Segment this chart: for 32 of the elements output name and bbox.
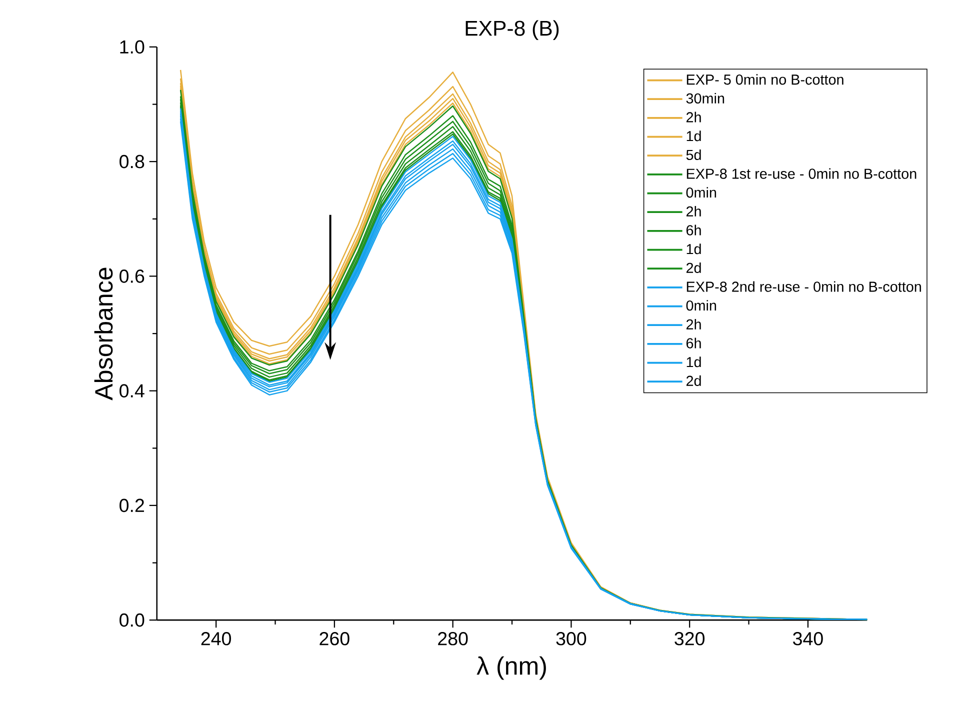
y-tick-label: 0.0 <box>120 613 144 627</box>
legend-label: 2h <box>686 206 701 216</box>
legend-label: 2d <box>686 262 701 273</box>
x-tick-label: 240 <box>201 632 231 646</box>
legend-label: 6h <box>686 224 701 236</box>
x-tick-label: 280 <box>438 632 468 646</box>
y-tick-label: 0.6 <box>120 270 144 283</box>
y-tick-label: 0.8 <box>120 154 144 168</box>
legend-label: EXP- 5 0min no B-cotton <box>686 74 844 85</box>
y-axis-title: Absorbance <box>94 268 113 400</box>
legend-label: 1d <box>686 244 701 254</box>
legend-label: EXP-8 1st re-use - 0min no B-cotton <box>686 168 916 179</box>
x-axis-title: λ (nm) <box>476 656 546 680</box>
legend-label: 5d <box>686 149 701 160</box>
legend-label: 6h <box>686 338 701 348</box>
legend-label: 30min <box>686 92 724 104</box>
chart-title: EXP-8 (B) <box>466 20 559 40</box>
y-tick-label: 1.0 <box>120 40 144 54</box>
legend-label: 2h <box>686 112 701 122</box>
x-tick-label: 300 <box>556 632 586 646</box>
legend-label: 2h <box>686 318 701 330</box>
legend-label: EXP-8 2nd re-use - 0min no B-cotton <box>686 281 921 292</box>
x-tick-label: 320 <box>674 632 705 646</box>
legend-label: 1d <box>686 130 701 142</box>
y-tick-label: 0.2 <box>120 498 144 512</box>
legend-label: 0min <box>686 187 716 198</box>
legend-label: 2d <box>686 375 701 386</box>
x-tick-label: 340 <box>792 632 823 646</box>
y-tick-label: 0.4 <box>120 384 144 398</box>
legend-label: 0min <box>686 300 716 311</box>
x-tick-label: 260 <box>320 632 350 646</box>
legend-label: 1d <box>686 356 701 368</box>
